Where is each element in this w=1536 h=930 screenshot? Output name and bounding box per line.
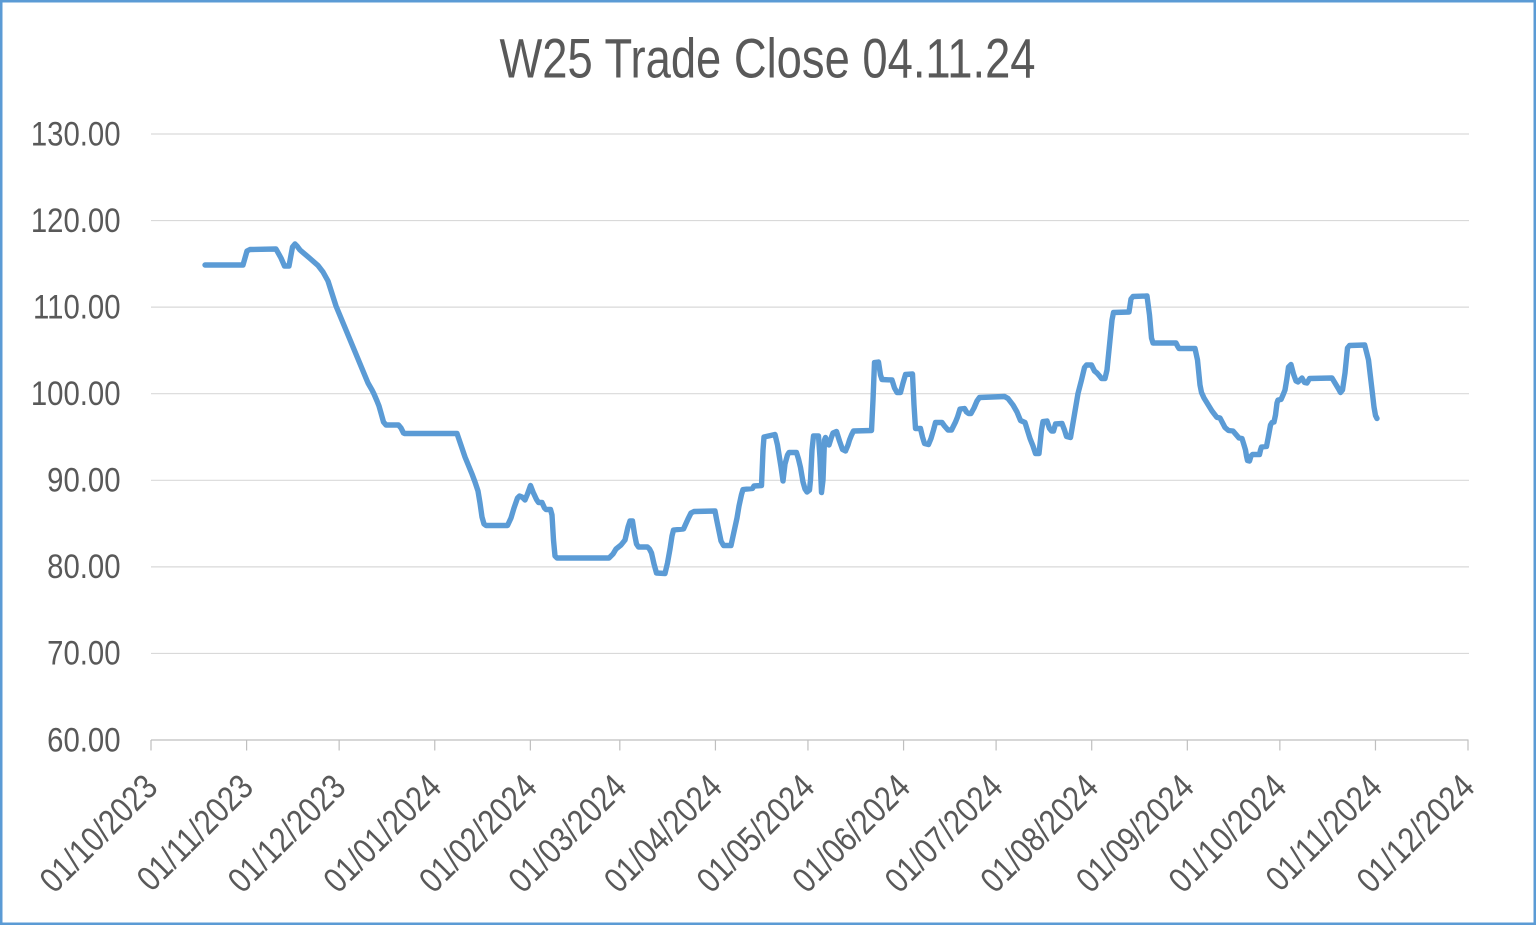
svg-text:90.00: 90.00 (47, 460, 120, 499)
svg-text:120.00: 120.00 (31, 201, 121, 240)
svg-text:100.00: 100.00 (31, 374, 121, 413)
svg-text:W25 Trade Close 04.11.24: W25 Trade Close 04.11.24 (499, 27, 1035, 90)
svg-text:70.00: 70.00 (47, 633, 120, 672)
svg-text:60.00: 60.00 (47, 720, 120, 759)
svg-text:80.00: 80.00 (47, 547, 120, 586)
svg-text:130.00: 130.00 (31, 114, 121, 153)
svg-text:110.00: 110.00 (33, 287, 120, 326)
